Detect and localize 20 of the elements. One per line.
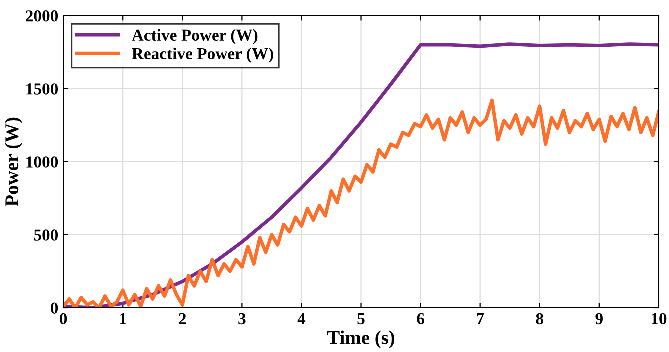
y-axis-title: Power (W) [4, 118, 23, 206]
x-tick-label: 8 [536, 313, 544, 325]
y-tick-label: 1500 [26, 84, 58, 95]
x-tick-label: 4 [298, 313, 306, 324]
y-tick-label: 500 [34, 230, 58, 241]
x-tick-label: 0 [60, 313, 68, 325]
y-tick-label: 1000 [26, 156, 58, 168]
y-tick-label: 2000 [26, 10, 58, 22]
x-tick-label: 7 [477, 314, 484, 324]
x-axis-title: Time (s) [327, 330, 395, 348]
x-tick-label: 2 [179, 313, 186, 324]
legend-label: Reactive Power (W) [132, 48, 274, 63]
x-tick-label: 9 [596, 313, 603, 325]
legend-label: Active Power (W) [132, 29, 258, 44]
x-tick-label: 6 [417, 313, 424, 325]
x-tick-label: 3 [238, 313, 246, 325]
x-tick-label: 1 [120, 313, 126, 324]
x-tick-label: 5 [358, 314, 365, 325]
x-tick-label: 10 [652, 313, 667, 325]
y-tick-label: 0 [50, 302, 58, 314]
